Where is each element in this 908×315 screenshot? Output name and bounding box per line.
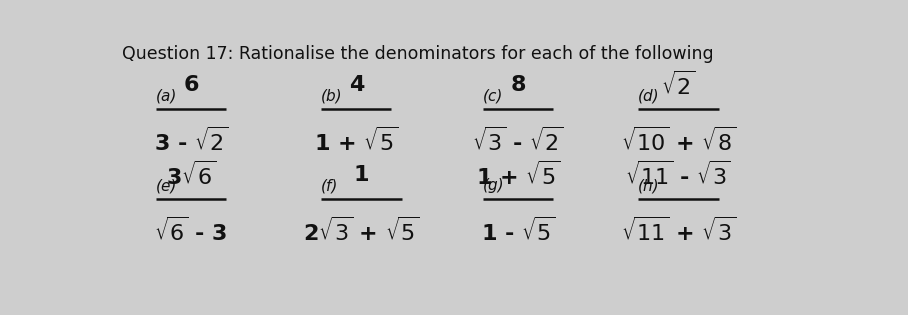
Text: $\sqrt{11}$ - $\sqrt{3}$: $\sqrt{11}$ - $\sqrt{3}$ (626, 161, 731, 189)
Text: 3$\sqrt{6}$: 3$\sqrt{6}$ (166, 161, 216, 189)
Text: (g): (g) (483, 178, 505, 193)
Text: $\sqrt{11}$ + $\sqrt{3}$: $\sqrt{11}$ + $\sqrt{3}$ (620, 216, 735, 245)
Text: 8: 8 (510, 75, 526, 95)
Text: Question 17: Rationalise the denominators for each of the following: Question 17: Rationalise the denominator… (122, 45, 714, 63)
Text: 1 + $\sqrt{5}$: 1 + $\sqrt{5}$ (476, 161, 560, 189)
Text: 6: 6 (183, 75, 199, 95)
Text: (a): (a) (156, 89, 177, 104)
Text: 1: 1 (354, 165, 370, 185)
Text: (f): (f) (321, 178, 339, 193)
Text: (h): (h) (637, 178, 659, 193)
Text: 1 + $\sqrt{5}$: 1 + $\sqrt{5}$ (314, 127, 399, 155)
Text: 2$\sqrt{3}$ + $\sqrt{5}$: 2$\sqrt{3}$ + $\sqrt{5}$ (303, 216, 419, 245)
Text: (e): (e) (156, 178, 177, 193)
Text: (c): (c) (483, 89, 503, 104)
Text: 1 - $\sqrt{5}$: 1 - $\sqrt{5}$ (480, 216, 556, 245)
Text: (d): (d) (637, 89, 659, 104)
Text: 3 - $\sqrt{2}$: 3 - $\sqrt{2}$ (153, 127, 228, 155)
Text: $\sqrt{2}$: $\sqrt{2}$ (661, 71, 696, 99)
Text: $\sqrt{10}$ + $\sqrt{8}$: $\sqrt{10}$ + $\sqrt{8}$ (620, 127, 735, 155)
Text: $\sqrt{3}$ - $\sqrt{2}$: $\sqrt{3}$ - $\sqrt{2}$ (472, 127, 564, 155)
Text: $\sqrt{6}$ - 3: $\sqrt{6}$ - 3 (154, 216, 227, 245)
Text: 4: 4 (349, 75, 364, 95)
Text: (b): (b) (321, 89, 342, 104)
